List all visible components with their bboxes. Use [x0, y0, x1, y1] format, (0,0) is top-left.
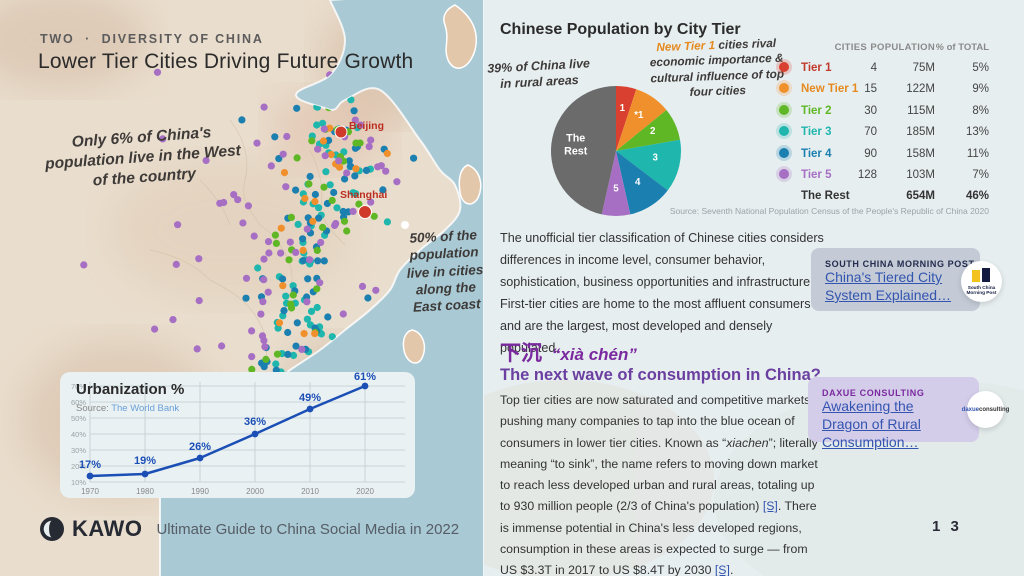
svg-text:Shanghai: Shanghai — [340, 189, 387, 201]
svg-text:15: 15 — [864, 83, 877, 95]
svg-text:2000: 2000 — [246, 487, 264, 496]
svg-text:The: The — [566, 132, 585, 144]
svg-text:17%: 17% — [79, 459, 101, 471]
svg-text:128: 128 — [858, 169, 877, 181]
svg-text:11%: 11% — [967, 148, 989, 160]
svg-text:158M: 158M — [906, 148, 935, 160]
svg-text:103M: 103M — [906, 169, 935, 181]
svg-text:POPULATION: POPULATION — [870, 42, 935, 53]
svg-text:5: 5 — [613, 183, 619, 194]
svg-text:61%: 61% — [354, 372, 376, 383]
svg-text:75M: 75M — [913, 62, 935, 74]
svg-text:36%: 36% — [244, 416, 266, 428]
svg-text:9%: 9% — [972, 83, 989, 95]
svg-text:40%: 40% — [71, 430, 86, 439]
svg-text:4: 4 — [871, 62, 878, 74]
svg-text:Tier 4: Tier 4 — [801, 148, 832, 160]
svg-text:CITIES: CITIES — [835, 42, 867, 53]
svg-text:5%: 5% — [972, 62, 989, 74]
svg-text:Tier 1: Tier 1 — [801, 62, 832, 74]
svg-text:Tier 3: Tier 3 — [801, 126, 831, 138]
svg-text:Tier 5: Tier 5 — [801, 169, 832, 181]
svg-text:115M: 115M — [907, 105, 935, 117]
svg-text:26%: 26% — [189, 441, 211, 453]
svg-text:8%: 8% — [972, 105, 989, 117]
svg-text:1980: 1980 — [136, 487, 154, 496]
svg-text:% of TOTAL: % of TOTAL — [936, 42, 990, 53]
svg-text:13%: 13% — [966, 126, 989, 138]
svg-text:70: 70 — [864, 126, 877, 138]
svg-text:30: 30 — [864, 105, 877, 117]
svg-text:4: 4 — [635, 177, 641, 188]
svg-text:7%: 7% — [972, 169, 989, 181]
svg-text:122M: 122M — [906, 83, 935, 95]
svg-text:Beijing: Beijing — [349, 120, 384, 132]
svg-text:2: 2 — [650, 126, 656, 137]
svg-text:2020: 2020 — [356, 487, 374, 496]
svg-text:654M: 654M — [906, 190, 935, 202]
svg-text:Chinese Population by City Tie: Chinese Population by City Tier — [500, 21, 741, 38]
svg-text:Tier 2: Tier 2 — [801, 105, 831, 117]
svg-text:1970: 1970 — [81, 487, 99, 496]
svg-text:Rest: Rest — [564, 145, 588, 157]
svg-text:2010: 2010 — [301, 487, 319, 496]
svg-text:The Rest: The Rest — [801, 190, 850, 202]
svg-text:19%: 19% — [134, 455, 156, 467]
svg-text:1990: 1990 — [191, 487, 209, 496]
svg-text:49%: 49% — [299, 392, 321, 404]
svg-text:185M: 185M — [906, 126, 935, 138]
svg-text:90: 90 — [864, 148, 877, 160]
svg-text:3: 3 — [652, 152, 658, 163]
svg-text:Source: Seventh National Popul: Source: Seventh National Population Cens… — [670, 206, 989, 216]
svg-text:New Tier 1: New Tier 1 — [801, 83, 859, 95]
svg-text:50%: 50% — [71, 414, 86, 423]
svg-text:1: 1 — [620, 103, 626, 114]
svg-text:10%: 10% — [71, 478, 86, 487]
svg-text:*1: *1 — [634, 110, 644, 121]
svg-text:46%: 46% — [966, 190, 989, 202]
svg-text:30%: 30% — [71, 446, 86, 455]
